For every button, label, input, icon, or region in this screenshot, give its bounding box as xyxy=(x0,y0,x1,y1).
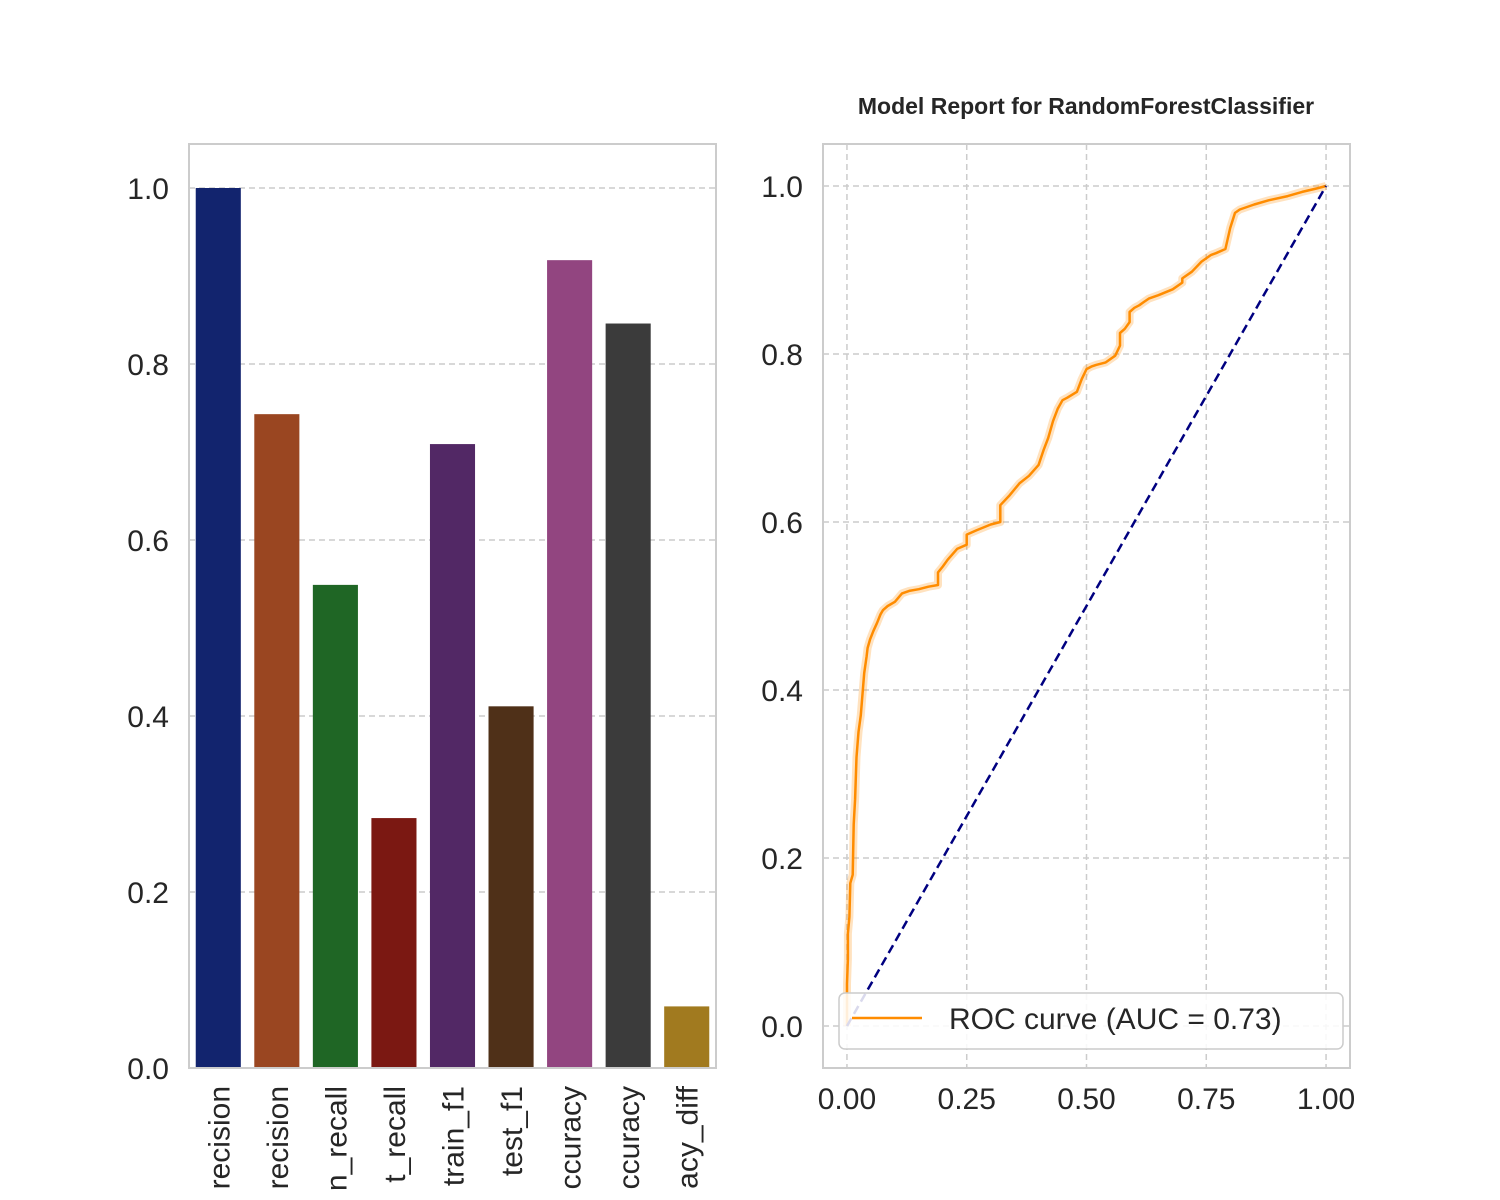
bar-y-tick-label: 0.2 xyxy=(127,877,169,910)
bar-x-tick-label: ccuracy xyxy=(555,1086,588,1189)
bar-x-tick-label: recision xyxy=(203,1086,236,1189)
bar-3 xyxy=(371,818,417,1068)
bar-2 xyxy=(312,584,358,1068)
bar-y-tick-label: 0.8 xyxy=(127,349,169,382)
roc-y-tick-labels: 0.0 0.2 0.4 0.6 0.8 1.0 xyxy=(761,171,803,1044)
roc-x-tick-labels: 0.00 0.25 0.50 0.75 1.00 xyxy=(818,1083,1355,1116)
roc-x-tick-label: 0.00 xyxy=(818,1083,876,1116)
roc-series xyxy=(843,182,1328,1027)
bar-y-tick-label: 1.0 xyxy=(127,173,169,206)
legend-label-roc: ROC curve (AUC = 0.73) xyxy=(949,1003,1282,1036)
roc-x-tick-label: 1.00 xyxy=(1297,1083,1355,1116)
bar-x-tick-label: ccuracy xyxy=(613,1086,646,1189)
roc-y-tick-label: 1.0 xyxy=(761,171,803,204)
bar-y-tick-label: 0.6 xyxy=(127,525,169,558)
bar-8 xyxy=(664,1006,710,1068)
bar-y-tick-label: 0.0 xyxy=(127,1053,169,1086)
bar-y-tick-labels: 0.0 0.2 0.4 0.6 0.8 1.0 xyxy=(127,173,169,1086)
bar-plot-frame xyxy=(188,143,717,1069)
roc-x-tick-label: 0.75 xyxy=(1177,1083,1235,1116)
roc-y-tick-label: 0.2 xyxy=(761,843,803,876)
bar-4 xyxy=(429,444,476,1069)
roc-y-tick-label: 0.6 xyxy=(761,507,803,540)
roc-curve-line xyxy=(845,184,1327,1026)
roc-chart-panel: Model Report for RandomForestClassifier … xyxy=(761,93,1355,1116)
bar-6 xyxy=(547,260,593,1068)
bar-5 xyxy=(488,706,534,1068)
chart-title: Model Report for RandomForestClassifier xyxy=(858,93,1314,119)
roc-x-tick-label: 0.50 xyxy=(1057,1083,1115,1116)
roc-y-tick-label: 0.8 xyxy=(761,339,803,372)
bar-x-tick-label: acy_diff xyxy=(672,1085,705,1189)
legend: ROC curve (AUC = 0.73) xyxy=(838,992,1344,1050)
bar-x-tick-label: train_f1 xyxy=(438,1086,471,1186)
bar-0 xyxy=(195,188,241,1068)
diagonal-reference-line xyxy=(845,185,1328,1027)
bar-x-tick-label: t_recall xyxy=(379,1086,412,1183)
bar-x-tick-label: n_recall xyxy=(320,1086,353,1191)
bar-y-tick-label: 0.4 xyxy=(127,701,169,734)
bar-1 xyxy=(254,414,300,1068)
bar-chart-panel: 0.0 0.2 0.4 0.6 0.8 1.0 recision recision n_rec… xyxy=(127,143,717,1191)
bar-x-tick-label: test_f1 xyxy=(496,1086,529,1176)
roc-x-tick-label: 0.25 xyxy=(938,1083,996,1116)
bar-series xyxy=(195,188,710,1069)
roc-y-tick-label: 0.0 xyxy=(761,1011,803,1044)
bar-x-tick-labels: recision recision n_recall t_recall train_f1… xyxy=(203,1085,704,1191)
roc-y-tick-label: 0.4 xyxy=(761,675,803,708)
bar-7 xyxy=(605,323,651,1068)
legend-box xyxy=(838,992,1344,1050)
bar-x-tick-label: recision xyxy=(262,1086,295,1189)
roc-plot-frame xyxy=(822,143,1351,1069)
